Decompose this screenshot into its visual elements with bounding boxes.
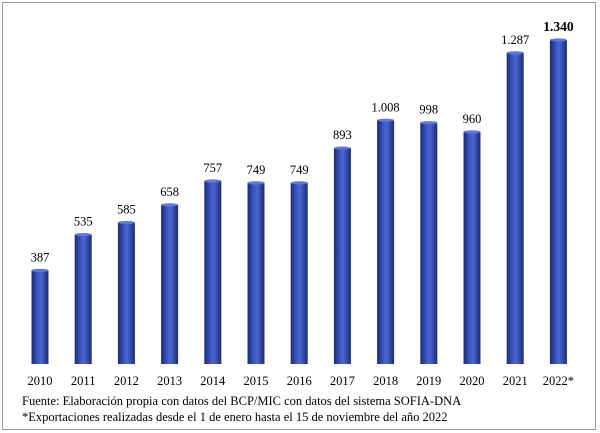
footnote: *Exportaciones realizadas desde el 1 de …: [22, 410, 448, 424]
bar-2019: [420, 122, 438, 364]
data-labels-group: 387 535 585 658 757 749 749 893 1.008 998 960 1.287…: [31, 19, 574, 264]
data-label-2010: 387: [31, 250, 50, 264]
bars-group: [31, 38, 567, 364]
bar-cap-2021: [506, 51, 524, 55]
bar-2015: [247, 182, 265, 364]
x-tick-2012: 2012: [114, 374, 139, 388]
x-tick-2016: 2016: [287, 374, 312, 388]
x-tick-2018: 2018: [373, 374, 398, 388]
x-tick-2011: 2011: [71, 374, 96, 388]
bar-cap-2019: [420, 121, 438, 125]
bar-cap-2012: [117, 220, 135, 225]
bar-cap-2011: [74, 233, 92, 237]
bar-2016: [290, 182, 308, 364]
bar-cap-2015: [247, 181, 265, 185]
data-label-2017: 893: [333, 128, 352, 142]
bar-cap-2013: [161, 203, 179, 207]
source-note: Fuente: Elaboración propia con datos del…: [22, 394, 462, 408]
x-tick-2020: 2020: [460, 374, 485, 388]
x-tick-2017: 2017: [330, 374, 355, 388]
bar-2018: [377, 120, 395, 364]
data-label-2012: 585: [117, 203, 136, 217]
data-label-2013: 658: [160, 185, 179, 199]
x-tick-2021: 2021: [503, 374, 528, 388]
data-label-2011: 535: [74, 215, 93, 229]
data-label-2021: 1.287: [501, 33, 529, 47]
bar-2013: [161, 204, 179, 364]
bar-2017: [333, 148, 351, 364]
data-label-2018: 1.008: [372, 100, 400, 114]
x-tick-2014: 2014: [200, 374, 226, 388]
bar-2014: [204, 180, 222, 364]
x-tick-2019: 2019: [416, 374, 441, 388]
data-label-2016: 749: [290, 163, 309, 177]
bar-cap-2010: [31, 268, 49, 273]
bar-2020: [463, 131, 481, 364]
x-tick-2013: 2013: [157, 374, 182, 388]
data-label-2014: 757: [203, 161, 222, 175]
bar-2011: [74, 234, 92, 364]
bar-cap-2016: [290, 181, 308, 185]
x-tick-labels-group: 2010 2011 2012 2013 2014 2015 2016 2017 2018 2019…: [28, 374, 575, 388]
bar-cap-2017: [333, 146, 351, 150]
bar-2022: [549, 40, 567, 364]
bar-cap-2020: [463, 130, 481, 134]
chart-notes: Fuente: Elaboración propia con datos del…: [22, 393, 592, 425]
data-label-2019: 998: [419, 103, 438, 117]
bar-2021: [506, 52, 524, 364]
x-tick-2015: 2015: [244, 374, 269, 388]
bar-cap-2014: [204, 179, 222, 183]
bar-cap-2018: [377, 118, 395, 122]
x-tick-2022: 2022*: [543, 374, 574, 388]
bar-2012: [117, 222, 135, 364]
bar-2010: [31, 270, 49, 364]
data-label-2020: 960: [463, 112, 482, 126]
bar-cap-2022: [549, 38, 567, 42]
x-tick-2010: 2010: [28, 374, 53, 388]
data-label-2015: 749: [247, 163, 266, 177]
data-label-2022: 1.340: [543, 19, 574, 34]
